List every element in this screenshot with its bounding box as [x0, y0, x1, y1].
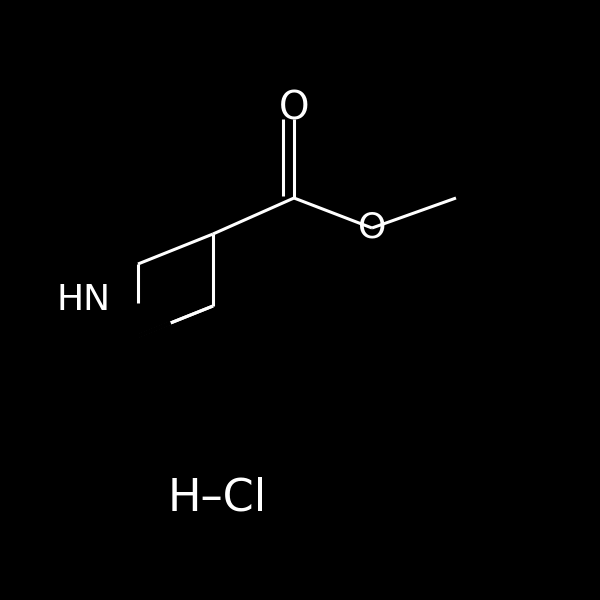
- Text: H–Cl: H–Cl: [168, 476, 267, 520]
- Text: O: O: [358, 211, 386, 245]
- Text: O: O: [279, 89, 309, 127]
- Text: HN: HN: [57, 283, 111, 317]
